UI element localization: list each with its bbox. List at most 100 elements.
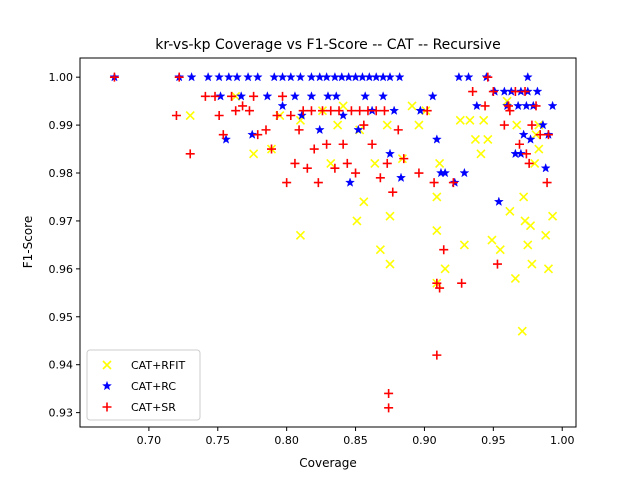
data-point [518,129,529,139]
data-point [527,259,537,269]
data-point [499,120,509,130]
data-point [541,230,551,240]
data-point [186,71,197,82]
data-point [277,71,288,82]
data-point [493,196,504,206]
data-point [203,71,214,82]
data-point [535,130,545,140]
data-point [109,72,119,82]
data-point [359,197,369,207]
data-point [435,283,445,293]
data-point [432,350,442,360]
legend-marker [102,402,112,412]
legend-box [86,349,201,421]
data-point [334,106,344,116]
data-point [540,163,551,173]
data-point [517,326,527,336]
legend-marker [102,360,112,370]
data-point [306,91,317,101]
data-point [510,273,520,284]
data-point [215,91,226,101]
data-point [338,110,349,120]
data-point [487,235,497,245]
data-point [520,216,530,226]
legend-label: CAT+SR [131,401,176,414]
y-tick-label: 0.94 [49,359,74,372]
data-point [223,71,234,82]
data-point [470,134,480,145]
data-point [523,240,533,250]
data-point [407,101,417,111]
y-tick-label: 0.97 [49,215,74,228]
data-point [503,101,513,111]
data-point [432,278,442,288]
data-point [375,245,385,255]
data-point [422,106,432,116]
data-point [261,125,271,135]
data-point [296,110,307,120]
legend-marker [102,380,112,391]
data-point [468,87,478,97]
data-point [414,120,424,130]
x-axis-label: Coverage [299,456,357,470]
data-point [367,139,377,149]
data-point [326,106,336,116]
data-point [294,125,304,135]
x-tick-label: 0.80 [274,434,299,447]
data-point [323,91,333,101]
series-cat-sr [109,72,553,413]
data-point [384,388,394,398]
data-point [492,259,502,269]
data-point [427,91,438,101]
data-point [330,163,340,173]
data-point [290,158,300,168]
data-point [515,139,525,149]
data-point [396,172,406,183]
data-point [370,158,380,168]
data-point [414,168,424,178]
data-point [388,187,398,197]
data-point [236,91,247,101]
data-point [520,87,530,97]
data-point [463,71,474,82]
data-point [252,71,263,82]
data-point [295,230,306,240]
data-point [375,173,385,183]
axes: 0.70 0.75 0.80 0.85 0.90 0.95 1.00 0.93 0.94 0.95… [49,71,575,447]
series-cat-rc [109,71,558,206]
data-point [455,115,465,125]
data-point [210,91,220,101]
data-point [483,72,493,82]
data-point [272,111,282,121]
x-tick-label: 0.95 [481,434,506,447]
data-point [512,120,522,130]
data-point [378,91,389,101]
data-point [542,178,552,188]
plot-area [109,71,558,413]
data-point [359,120,369,130]
data-point [345,177,355,187]
data-point [262,91,273,101]
x-tick-label: 0.70 [137,434,162,447]
data-point [448,178,458,188]
data-point [476,149,486,159]
data-point [530,158,540,168]
data-point [214,71,225,82]
data-point [471,100,482,111]
data-point [232,71,242,82]
data-point [432,192,442,202]
y-tick-label: 1.00 [49,71,74,84]
data-point [513,100,524,111]
data-point [317,106,327,116]
data-point [355,106,365,116]
data-point [352,216,362,226]
data-point [185,110,195,121]
data-point [171,111,181,121]
data-point [521,149,531,159]
data-point [543,264,554,274]
data-point [290,91,300,101]
data-point [306,106,316,116]
data-point [298,106,308,116]
data-point [231,106,241,116]
